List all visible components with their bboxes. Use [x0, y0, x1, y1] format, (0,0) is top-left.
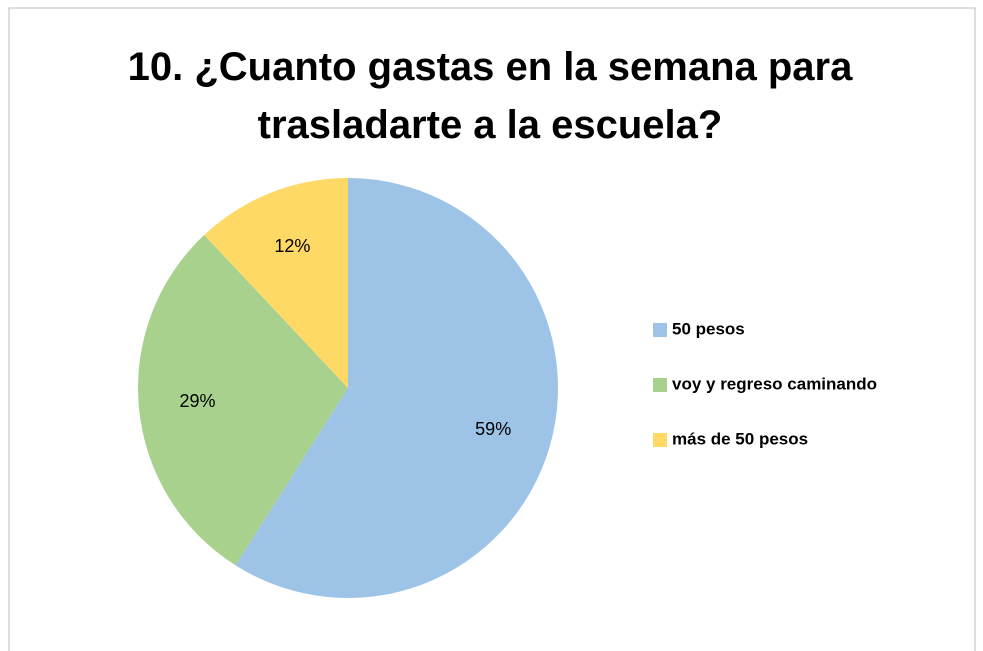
- value-label: 12%: [274, 236, 310, 256]
- pie-slice: [204, 178, 348, 388]
- chart-frame: [8, 7, 976, 651]
- value-label: 29%: [179, 391, 215, 411]
- legend-swatch: [653, 378, 667, 392]
- pie-slice: [138, 234, 348, 566]
- legend-label: 50 pesos: [672, 319, 745, 338]
- legend-swatch: [653, 433, 667, 447]
- legend-label: voy y regreso caminando: [672, 374, 877, 393]
- legend-label: más de 50 pesos: [672, 429, 808, 448]
- legend-swatch: [653, 323, 667, 337]
- pie-slice: [235, 178, 558, 598]
- chart-title: 10. ¿Cuanto gastas en la semana para tra…: [127, 45, 853, 147]
- value-label: 59%: [475, 419, 511, 439]
